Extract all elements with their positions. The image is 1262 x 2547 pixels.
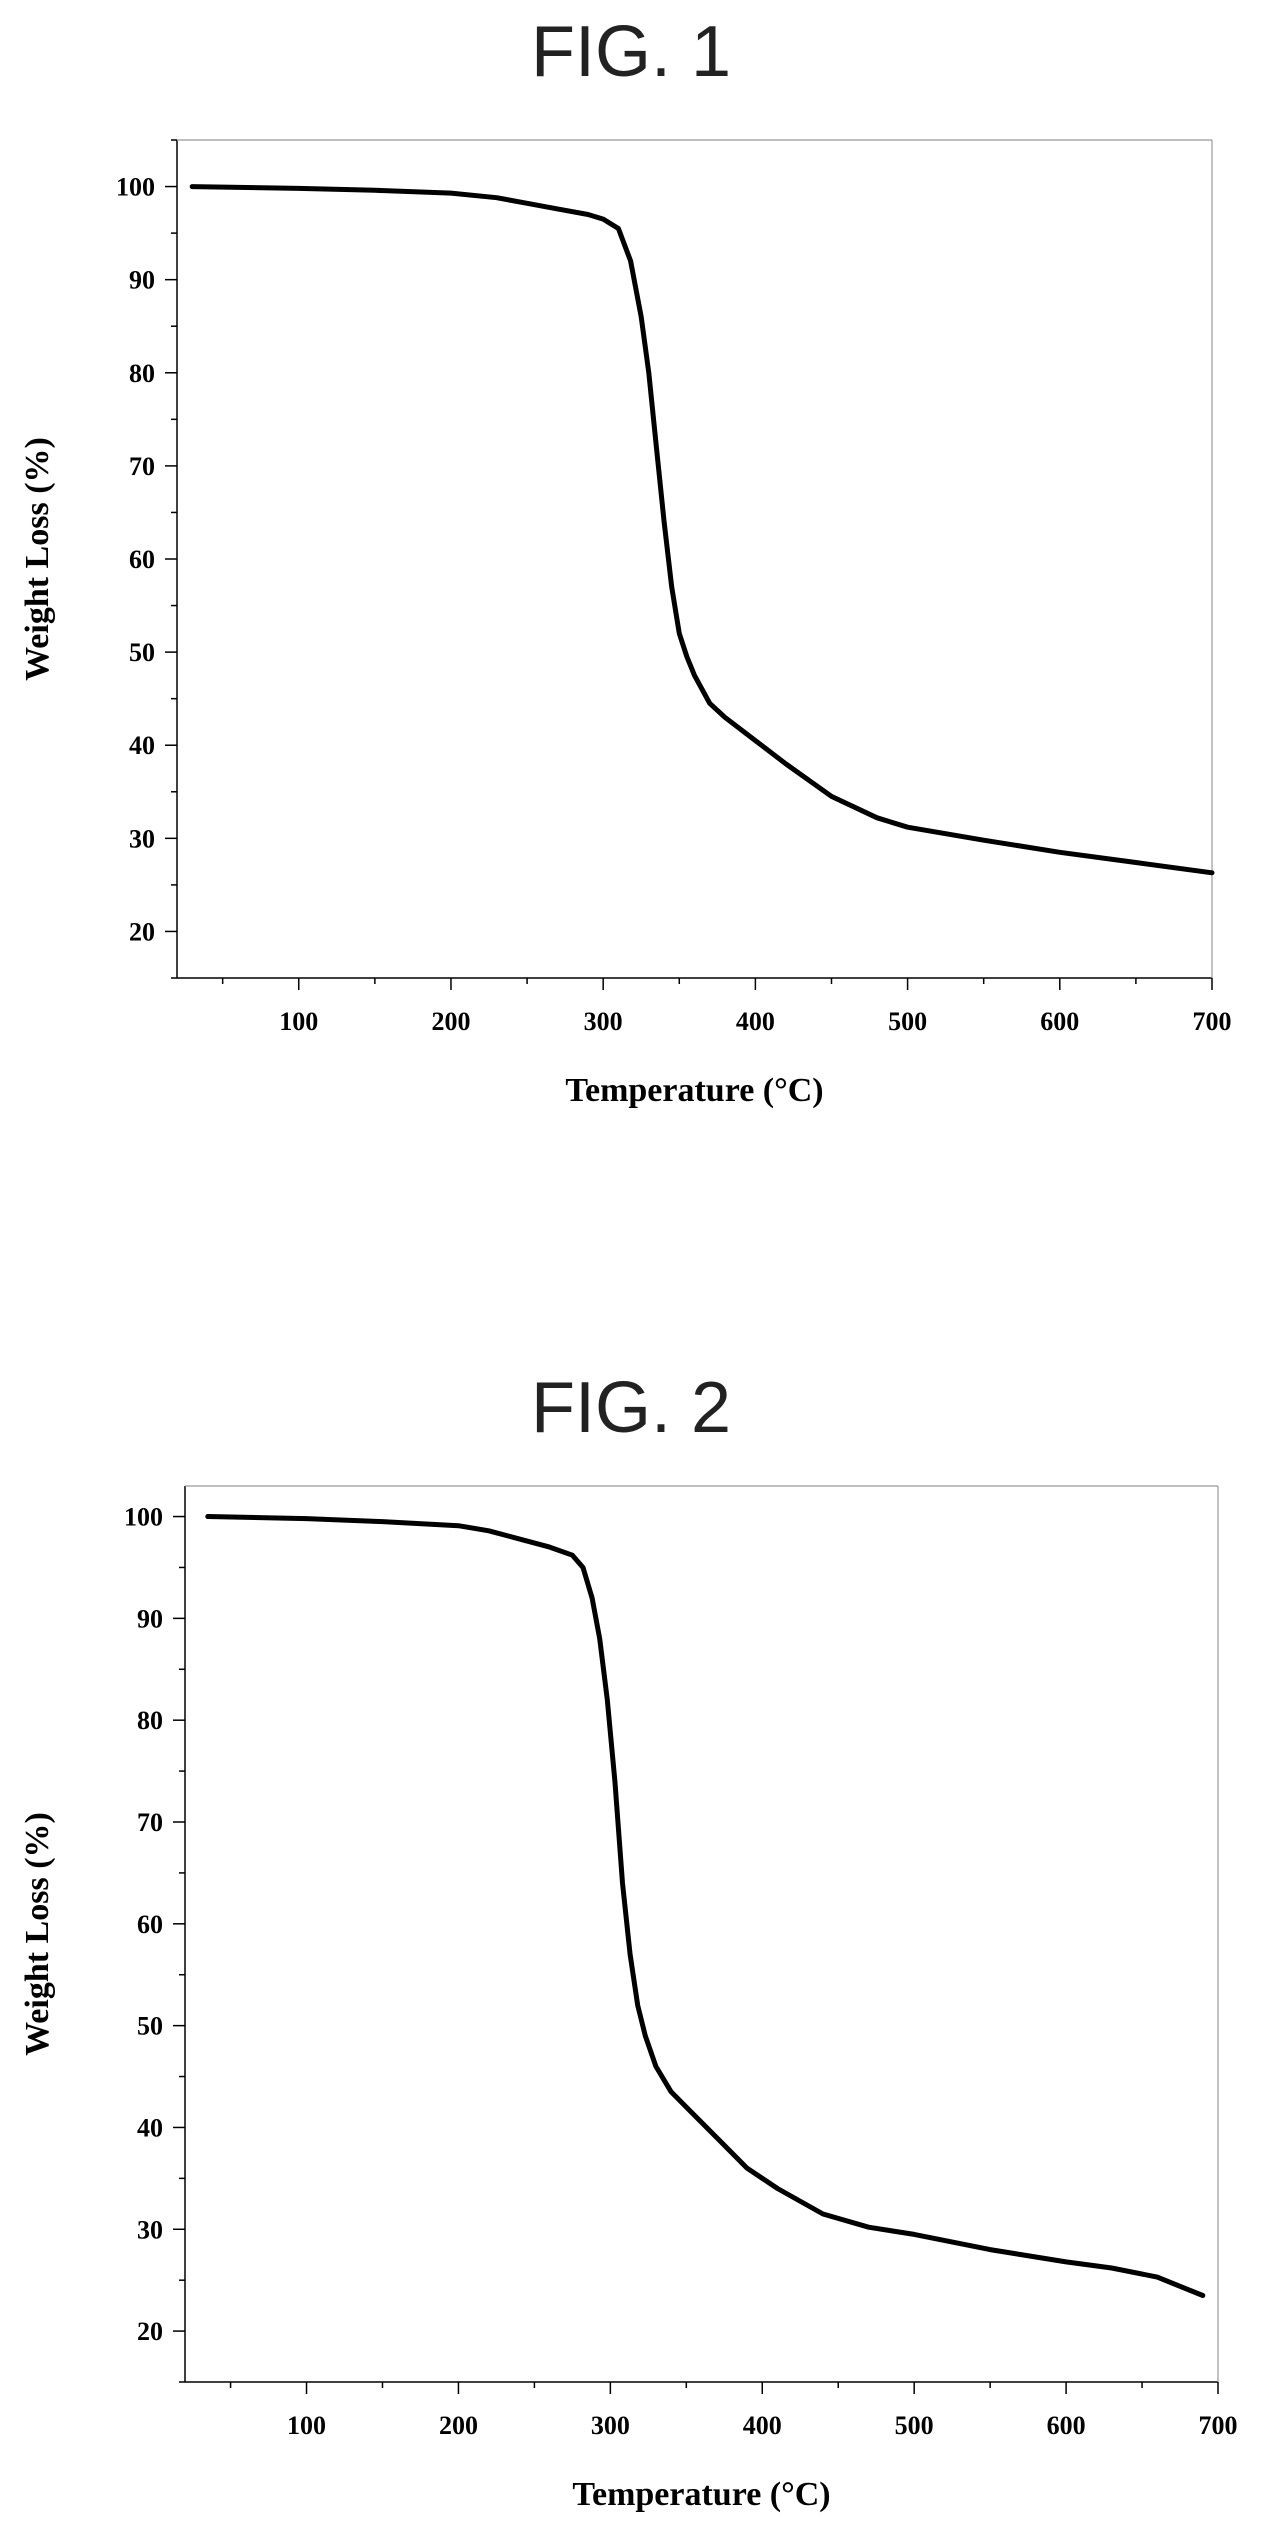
y-tick-label: 90	[129, 266, 155, 295]
y-tick-label: 40	[129, 731, 155, 760]
y-tick-label: 80	[129, 359, 155, 388]
figure-1-chart: 100 200 300 400 500 600 700 20 30 40 50 60 70 80 90 100…	[19, 139, 1232, 1109]
x-tick-label: 300	[591, 2411, 630, 2440]
y-tick-label: 100	[116, 173, 155, 202]
y-tick-label: 30	[129, 824, 155, 853]
y-tick-label: 20	[137, 2317, 163, 2346]
x-tick-label: 700	[1193, 1007, 1232, 1036]
x-tick-label: 400	[743, 2411, 782, 2440]
y-axis-label: Weight Loss (%)	[19, 1812, 56, 2056]
y-tick-label: 20	[129, 917, 155, 946]
x-tick-label: 500	[888, 1007, 927, 1036]
figure-1-title: FIG. 1	[530, 12, 732, 92]
x-tick-label: 700	[1199, 2411, 1238, 2440]
y-tick-label: 60	[137, 1910, 163, 1939]
figure-2-chart: 100 200 300 400 500 600 700 20 30 40 50 60 70 80 90 100…	[19, 1485, 1238, 2513]
y-tick-label: 60	[129, 545, 155, 574]
y-tick-label: 50	[137, 2012, 163, 2041]
x-axis-label: Temperature (°C)	[565, 1072, 823, 1109]
y-tick-label: 70	[137, 1808, 163, 1837]
y-tick-label: 40	[137, 2113, 163, 2142]
y-tick-label: 90	[137, 1604, 163, 1633]
figure-2-title: FIG. 2	[530, 1368, 732, 1448]
series-line	[205, 1514, 1206, 2298]
series-line	[189, 184, 1215, 876]
x-tick-label: 500	[895, 2411, 934, 2440]
x-tick-label: 300	[584, 1007, 623, 1036]
x-tick-label: 200	[439, 2411, 478, 2440]
y-axis-label: Weight Loss (%)	[19, 437, 56, 681]
x-tick-label: 100	[287, 2411, 326, 2440]
x-tick-label: 100	[279, 1007, 318, 1036]
y-tick-label: 30	[137, 2215, 163, 2244]
plot-area: 100 200 300 400 500 600 700 20 30 40 50 60 70 80 90 100…	[19, 1485, 1238, 2513]
x-axis-label: Temperature (°C)	[572, 2476, 830, 2513]
x-tick-label: 600	[1040, 1007, 1079, 1036]
y-tick-label: 80	[137, 1706, 163, 1735]
y-tick-label: 100	[124, 1503, 163, 1532]
x-tick-label: 400	[736, 1007, 775, 1036]
y-tick-label: 70	[129, 452, 155, 481]
x-tick-label: 200	[431, 1007, 470, 1036]
x-tick-label: 600	[1047, 2411, 1086, 2440]
y-tick-label: 50	[129, 638, 155, 667]
plot-area: 100 200 300 400 500 600 700 20 30 40 50 60 70 80 90 100…	[19, 139, 1232, 1109]
